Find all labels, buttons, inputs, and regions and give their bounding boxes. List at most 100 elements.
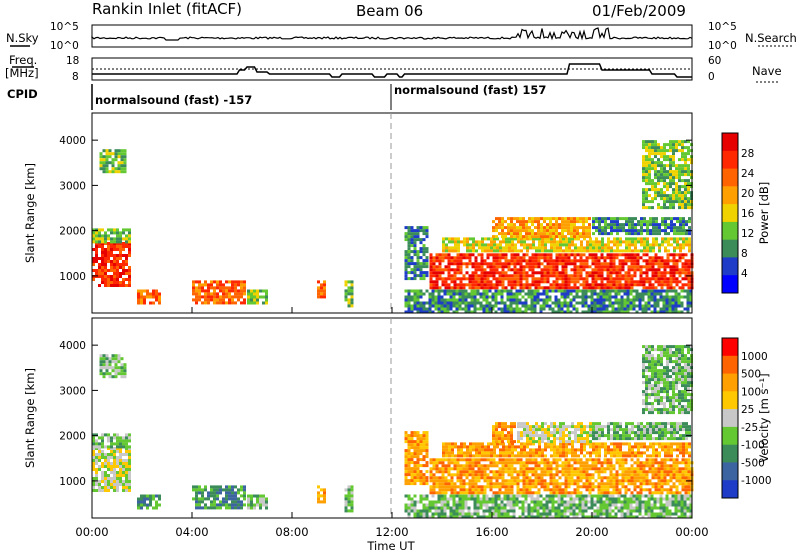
data-cell: [506, 500, 510, 504]
data-cell: [609, 259, 613, 263]
data-cell: [538, 243, 541, 247]
data-cell: [102, 158, 106, 162]
data-cell: [116, 254, 119, 257]
data-cell: [678, 280, 682, 284]
data-cell: [672, 191, 675, 195]
data-cell: [228, 497, 231, 501]
data-cell: [450, 280, 454, 284]
data-cell: [510, 220, 513, 224]
data-cell: [519, 473, 523, 477]
data-cell: [573, 223, 576, 227]
data-cell: [522, 274, 526, 278]
data-cell: [510, 223, 513, 227]
data-cell: [627, 280, 631, 284]
data-cell: [482, 497, 486, 501]
data-cell: [510, 229, 513, 233]
data-cell: [657, 164, 660, 168]
data-cell: [543, 268, 547, 272]
data-cell: [619, 240, 622, 244]
data-cell: [660, 286, 664, 290]
data-cell: [595, 243, 598, 247]
data-cell: [92, 453, 95, 456]
data-cell: [595, 226, 598, 230]
data-cell: [495, 286, 499, 290]
data-cell: [631, 249, 634, 253]
data-cell: [506, 512, 510, 516]
data-cell: [240, 289, 243, 293]
data-cell: [674, 506, 678, 510]
data-cell: [125, 486, 128, 489]
data-cell: [615, 265, 619, 269]
data-cell: [533, 506, 537, 510]
data-cell: [119, 237, 122, 241]
data-cell: [606, 488, 610, 492]
data-cell: [470, 512, 474, 516]
data-cell: [317, 500, 320, 504]
data-cell: [497, 494, 501, 498]
data-cell: [467, 509, 471, 513]
data-cell: [486, 476, 490, 480]
data-cell: [410, 244, 414, 248]
data-cell: [92, 462, 95, 465]
data-cell: [618, 467, 622, 471]
data-cell: [573, 232, 576, 236]
data-cell: [686, 295, 690, 299]
data-cell: [549, 259, 553, 263]
data-cell: [137, 301, 140, 305]
data-cell: [468, 485, 472, 489]
data-cell: [643, 240, 646, 244]
data-cell: [635, 503, 639, 507]
data-cell: [404, 256, 408, 260]
data-cell: [486, 277, 490, 281]
data-cell: [92, 486, 95, 489]
data-cell: [575, 494, 579, 498]
data-cell: [247, 503, 250, 507]
data-cell: [350, 503, 354, 507]
data-cell: [490, 237, 493, 241]
data-cell: [128, 450, 131, 453]
data-cell: [413, 515, 417, 519]
data-cell: [474, 491, 478, 495]
data-cell: [564, 461, 568, 465]
data-cell: [552, 268, 556, 272]
data-cell: [634, 240, 637, 244]
data-cell: [419, 473, 423, 477]
data-cell: [219, 301, 222, 305]
data-cell: [425, 449, 429, 453]
data-cell: [450, 461, 454, 465]
data-cell: [675, 167, 678, 171]
data-cell: [455, 289, 459, 293]
data-cell: [665, 289, 669, 293]
data-cell: [613, 229, 616, 233]
data-cell: [591, 259, 595, 263]
data-cell: [602, 298, 606, 302]
data-cell: [554, 515, 558, 519]
data-cell: [536, 515, 540, 519]
data-cell: [432, 271, 436, 275]
data-cell: [128, 228, 131, 232]
data-cell: [485, 292, 489, 296]
data-cell: [495, 217, 498, 221]
data-cell: [536, 292, 540, 296]
data-cell: [677, 298, 681, 302]
data-cell: [591, 476, 595, 480]
data-cell: [438, 482, 442, 486]
data-cell: [449, 497, 453, 501]
data-cell: [98, 231, 101, 235]
data-cell: [570, 259, 574, 263]
data-cell: [665, 503, 669, 507]
data-cell: [628, 229, 631, 233]
data-cell: [617, 506, 621, 510]
data-cell: [687, 200, 690, 204]
data-cell: [603, 458, 607, 462]
data-cell: [477, 253, 481, 257]
data-cell: [582, 235, 585, 239]
data-cell: [416, 467, 420, 471]
data-cell: [416, 232, 420, 236]
data-cell: [534, 461, 538, 465]
data-cell: [452, 292, 456, 296]
data-cell: [502, 237, 505, 241]
data-cell: [192, 292, 195, 296]
data-cell: [441, 280, 445, 284]
data-cell: [674, 509, 678, 513]
